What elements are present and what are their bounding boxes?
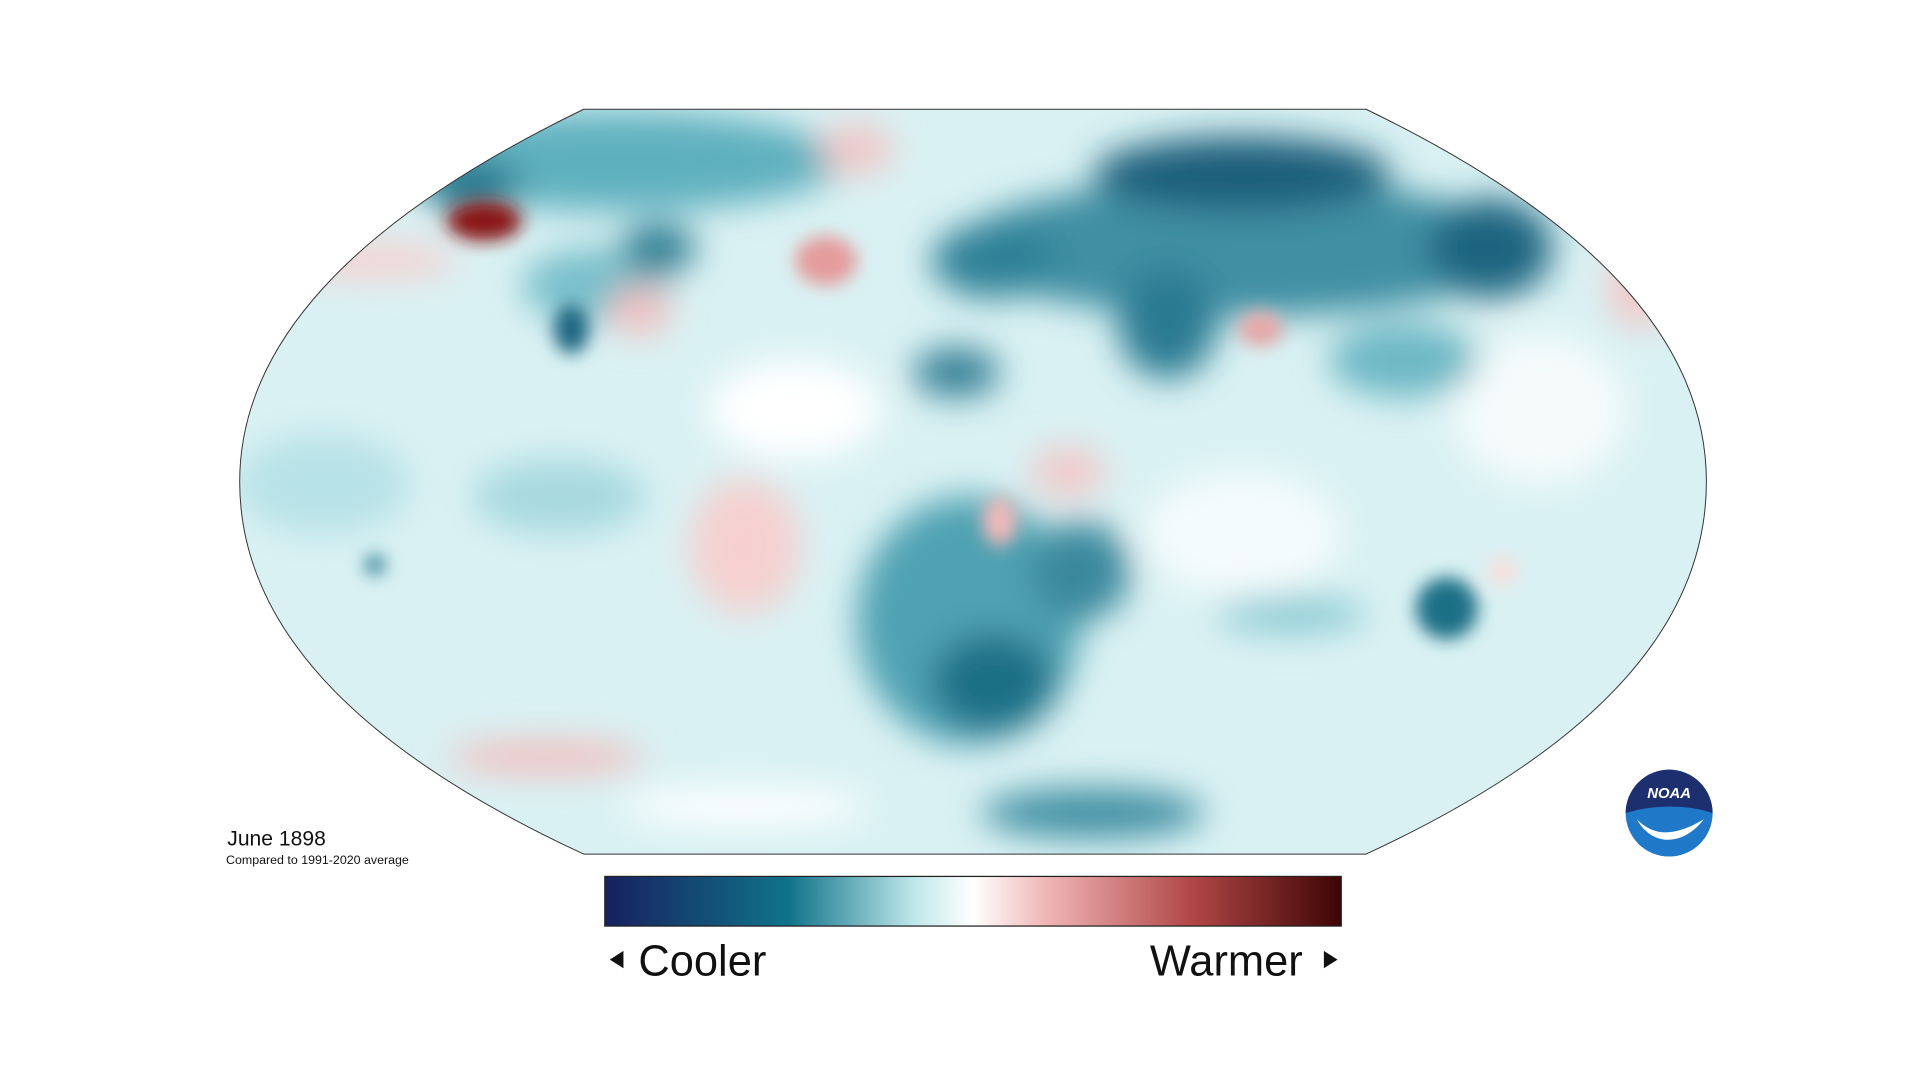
legend-low-label: Cooler bbox=[638, 938, 766, 986]
caption-title: June 1898 bbox=[227, 827, 326, 850]
caption-subtitle: Compared to 1991-2020 average bbox=[226, 853, 409, 867]
color-scale bbox=[604, 875, 1342, 927]
cooler-arrow bbox=[609, 950, 624, 969]
legend-high-label: Warmer bbox=[1150, 938, 1303, 986]
logo-text: NOAA bbox=[1647, 786, 1691, 802]
warmer-arrow bbox=[1323, 950, 1338, 969]
noaa-logo: NOAA bbox=[1625, 769, 1713, 857]
anomaly-map bbox=[239, 109, 1707, 855]
map-outline bbox=[239, 108, 1707, 855]
